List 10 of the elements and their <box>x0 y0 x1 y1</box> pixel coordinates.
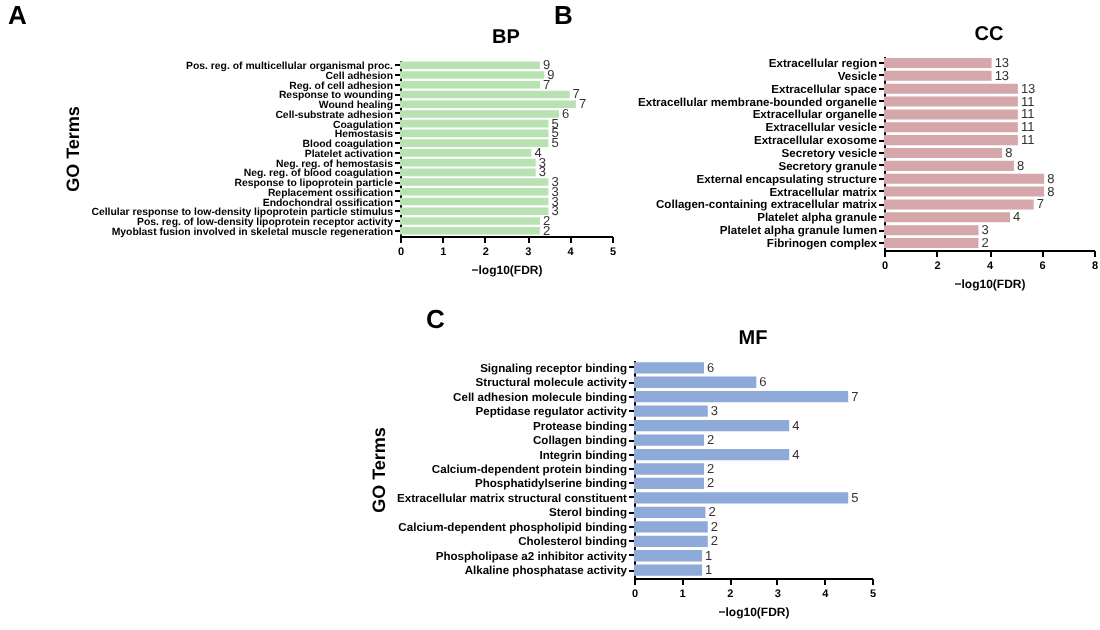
text: A <box>8 0 27 30</box>
y-axis-title: GO Terms <box>368 427 389 513</box>
chart-title: BP <box>492 27 521 50</box>
bar <box>634 362 704 374</box>
bar <box>634 564 703 576</box>
chart-title: MF <box>738 328 768 350</box>
text: C <box>426 304 445 334</box>
chart-title: CC <box>974 23 1004 46</box>
y-axis-title: GO Terms <box>63 106 84 192</box>
text: B <box>554 0 573 30</box>
